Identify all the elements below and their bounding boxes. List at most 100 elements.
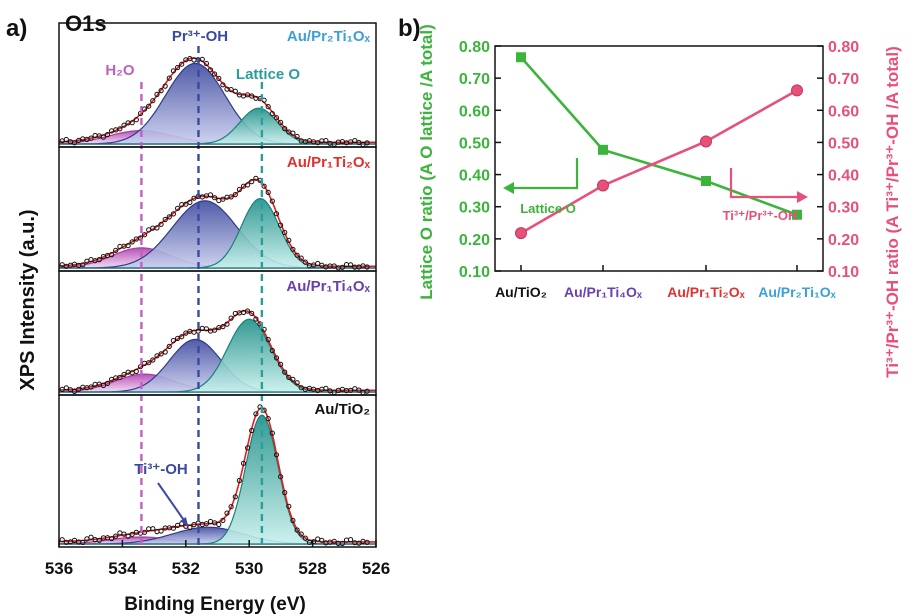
raw-point [331,538,337,544]
x-tick-label: 534 [108,559,137,578]
y-tick-label-left: 0.60 [459,103,490,120]
y-tick-label-right: 0.70 [828,71,859,88]
y-tick-label-left: 0.20 [459,232,490,249]
raw-point [166,75,172,81]
panel-a-ylabel: XPS Intensity (a.u.) [17,209,39,390]
panel-b-frame [494,45,824,272]
raw-point [290,376,296,382]
raw-point [88,384,94,390]
raw-point [146,360,152,366]
lattice-o-marker [598,144,608,155]
y-tick-label-right: 0.50 [828,135,859,152]
raw-point [203,326,209,332]
raw-point [154,225,160,231]
raw-point [84,536,90,542]
raw-point [253,316,259,322]
raw-point [175,205,181,211]
raw-point [113,247,119,253]
y-tick-label-left: 0.30 [459,200,490,217]
raw-point [249,93,255,99]
raw-point [96,537,102,543]
raw-point [216,521,222,528]
peak-lattice-o-3 [59,414,376,545]
peak-lattice-o-0 [59,107,376,145]
raw-point [212,71,218,77]
raw-point [175,64,181,71]
raw-point [356,540,362,546]
raw-point [294,252,300,258]
raw-point [100,134,107,140]
raw-point [273,452,280,458]
raw-point [170,68,176,74]
raw-point [117,374,123,380]
raw-point [191,195,197,201]
y-tick-label-right: 0.20 [828,232,859,249]
raw-points-3 [59,404,370,547]
y-tick-label-left: 0.10 [459,264,490,281]
raw-point [364,264,370,270]
raw-point [298,255,304,261]
y-tick-label-right: 0.60 [828,103,859,120]
raw-point [348,387,354,393]
raw-point [80,262,86,268]
raw-point [245,182,251,188]
raw-point [133,368,139,374]
raw-points-0 [59,56,370,148]
category-label: Au/Pr₂Ti₁Oₓ [758,284,836,300]
legend-tipr-arrowhead [797,191,808,203]
sample-label-pr2ti1: Au/Pr₂Ti₁Oₓ [287,28,371,45]
legend-tipr: Ti³⁺/Pr³⁺-OH [723,208,798,223]
raw-point [183,330,189,336]
series-line-0 [520,56,798,216]
annotation-pr-oh: Pr³⁺-OH [172,28,228,45]
legend-lattice-arrowhead [503,182,514,194]
category-label: Au/Pr₁Ti₄Oₓ [564,284,643,300]
raw-point [71,388,78,394]
raw-point [100,382,107,388]
category-label: Au/TiO₂ [495,284,547,300]
raw-point [364,140,370,146]
raw-point [323,385,329,391]
ti-pr-oh-marker [597,179,609,192]
raw-point [302,259,308,265]
raw-point [282,229,288,236]
raw-point [319,537,325,543]
raw-point [125,533,131,539]
raw-point [278,361,284,367]
raw-point [298,531,304,537]
raw-point [187,524,193,531]
raw-point [207,192,214,198]
panel-b-ylabel-right: Ti³⁺/Pr³⁺-OH ratio (A Ti³⁺/Pr³⁺-OH /A to… [883,46,902,378]
fit-envelope-1 [58,178,376,268]
raw-point [245,445,251,451]
raw-point [133,117,139,123]
raw-point [352,138,358,144]
raw-point [96,257,102,263]
raw-point [364,388,370,394]
raw-point [273,355,280,361]
raw-point [294,133,300,140]
raw-point [269,430,275,436]
raw-point [294,380,300,386]
raw-point [212,195,218,201]
raw-point [121,122,127,128]
raw-point [290,130,296,136]
raw-point [109,252,115,258]
raw-point [166,214,172,220]
lattice-o-marker [701,176,711,186]
legend-lattice: Lattice O [520,201,576,216]
raw-point [282,490,288,496]
raw-point [162,83,168,89]
raw-point [315,260,321,267]
raw-point [146,227,152,233]
panel-a: a) O1s H₂O Pr³⁺-OH Lattice O Ti³⁺-OH Au/… [6,11,390,615]
y-tick-label-right: 0.30 [828,200,859,217]
raw-point [228,87,234,93]
raw-point [290,517,296,524]
raw-point [80,539,86,546]
raw-point [245,308,251,314]
annotation-ti-oh-arrowhead [180,517,188,526]
y-tick-label-right: 0.10 [828,264,859,281]
raw-point [146,103,152,109]
raw-point [170,211,176,217]
